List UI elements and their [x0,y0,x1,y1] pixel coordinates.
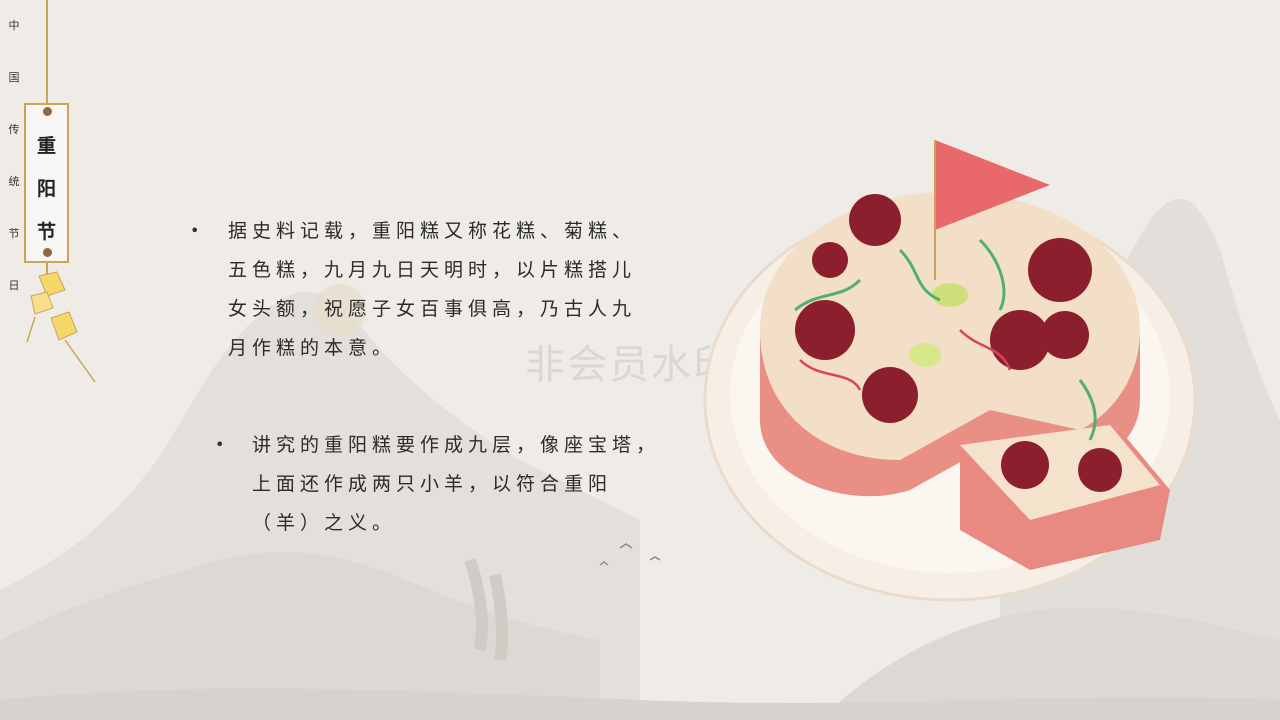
tag-char: 重 [36,135,56,157]
tag-bottom-bead [43,248,52,257]
paragraph-line: （羊）之义。 [252,512,397,534]
paragraph-line: 女头额，祝愿子女百事俱高，乃古人九 [228,298,637,320]
side-vertical-label: 中 国 传 统 节 日 [5,0,23,312]
tassel-ornament [26,262,96,383]
paragraph-line: 五色糕，九月九日天明时，以片糕搭儿 [228,259,637,281]
tag-char: 阳 [36,178,56,200]
paragraph-1: 据史料记载，重阳糕又称花糕、菊糕、 五色糕，九月九日天明时，以片糕搭儿 女头额，… [228,212,636,368]
tag-char: 节 [36,221,56,243]
title-tag: 重 阳 节 [24,103,69,263]
hanging-string [46,0,48,104]
watermark-text: 非会员水印 [525,342,735,388]
bullet-marker: • [215,435,225,454]
tag-top-bead [43,107,52,116]
paragraph-line: 讲究的重阳糕要作成九层，像座宝塔， [252,434,661,456]
tag-title: 重 阳 节 [26,125,67,254]
side-label-char: 中 [8,19,20,32]
paragraph-line: 月作糕的本意。 [228,337,397,359]
paragraph-2: 讲究的重阳糕要作成九层，像座宝塔， 上面还作成两只小羊，以符合重阳 （羊）之义。 [252,426,660,543]
bullet-marker: • [190,221,200,240]
paragraph-line: 上面还作成两只小羊，以符合重阳 [252,473,613,495]
side-label-char: 节 [8,227,20,240]
chongyang-cake-illustration [703,140,1197,602]
side-label-char: 统 [8,175,20,188]
paragraph-line: 据史料记载，重阳糕又称花糕、菊糕、 [228,220,637,242]
side-label-char: 传 [8,123,20,136]
side-label-char: 日 [8,279,20,292]
side-label-char: 国 [8,71,20,84]
